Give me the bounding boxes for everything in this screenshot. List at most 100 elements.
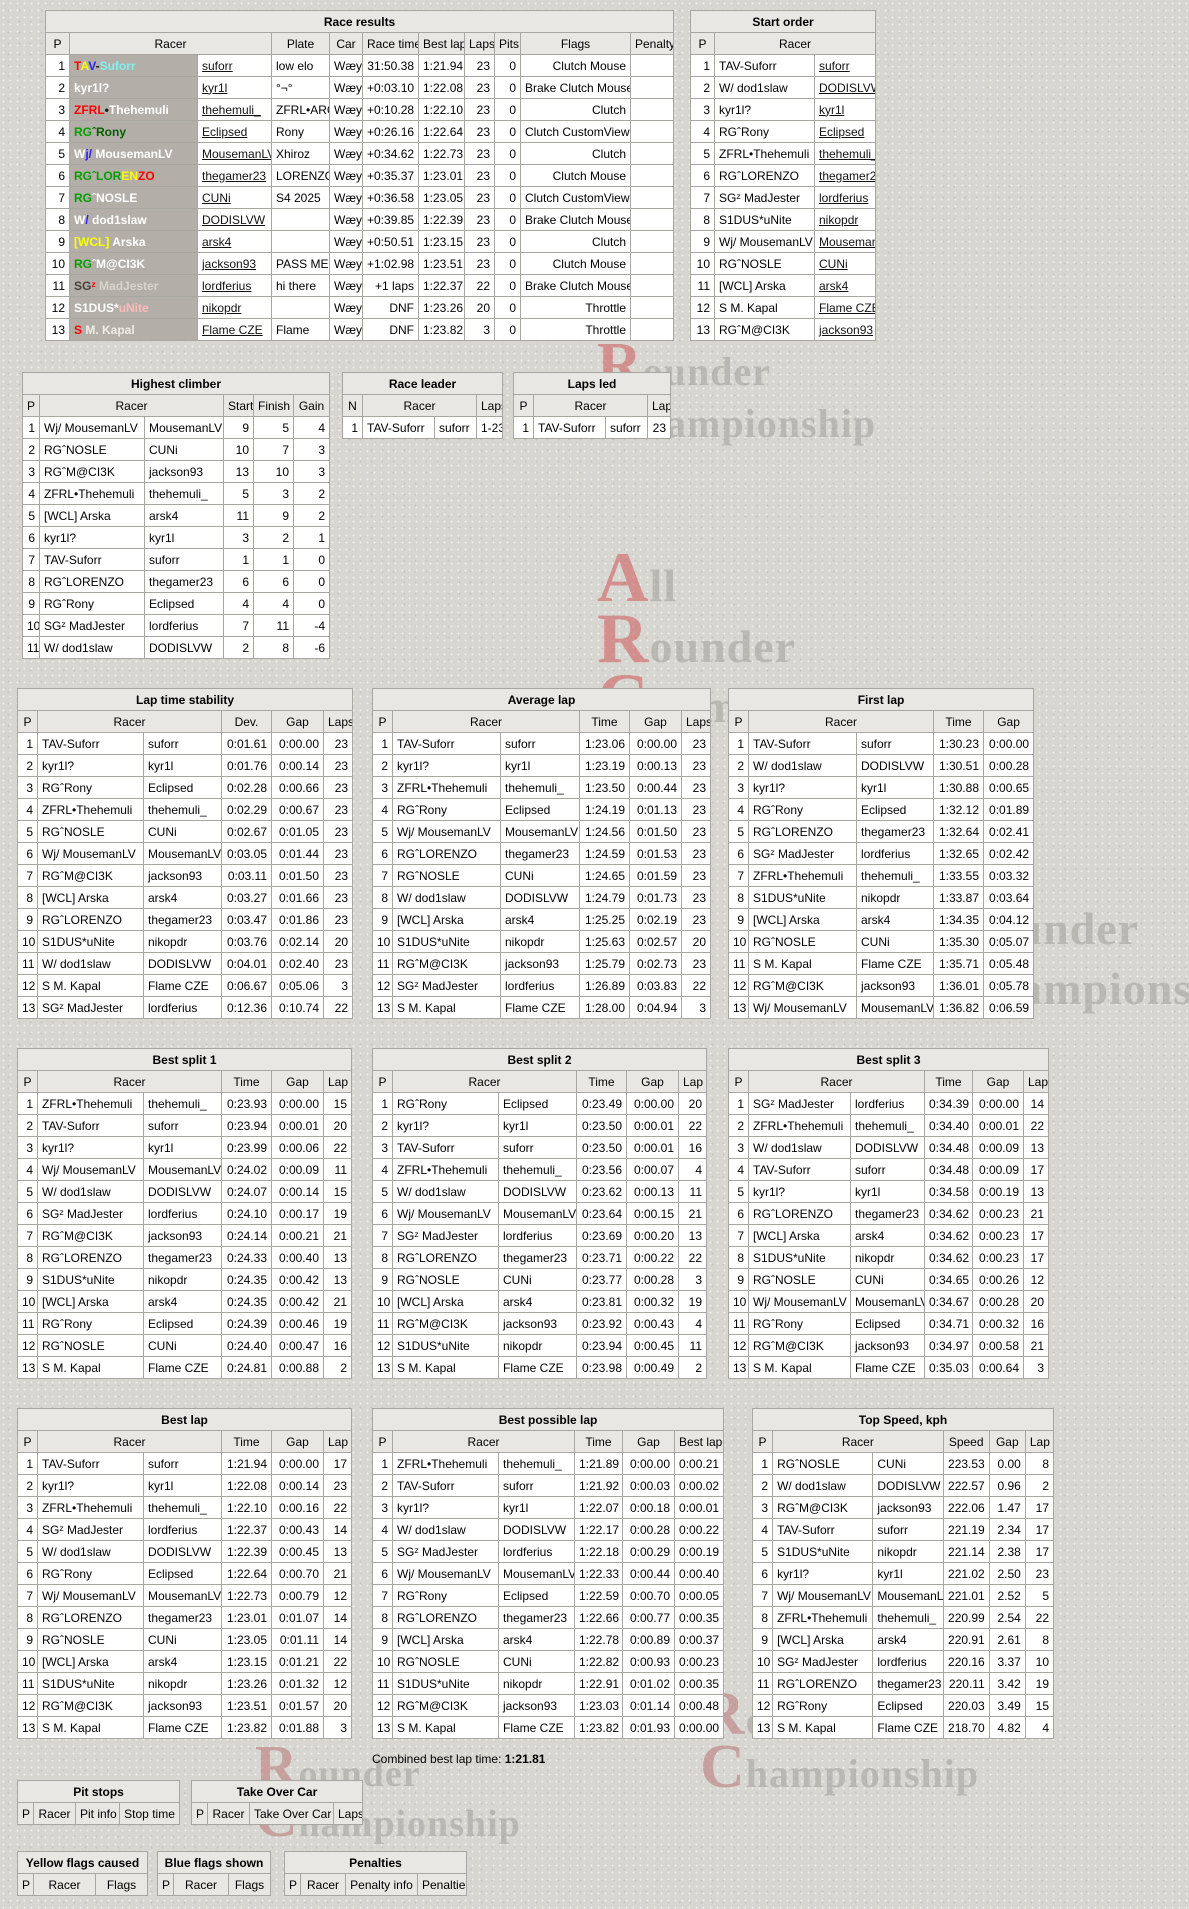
racer-name-segment: [WCL] <box>74 234 110 249</box>
racer-name: ZFRL•Thehemuli <box>714 142 815 165</box>
racer-link: nikopdr <box>143 930 222 953</box>
racer-link[interactable]: jackson93 <box>197 252 272 275</box>
laps: 23 <box>322 820 354 843</box>
racer-link[interactable]: suforr <box>197 54 272 77</box>
position: 13 <box>17 996 38 1019</box>
racer-link[interactable]: Eclipsed <box>814 120 876 143</box>
racer-link: thegamer23 <box>498 1606 575 1629</box>
gap: 0:01.53 <box>629 842 682 865</box>
gain: -4 <box>292 614 331 637</box>
first-lap-row: 9 [WCL] Arska arsk4 1:34.35 0:04.12 <box>728 908 1035 931</box>
gain: 3 <box>292 438 331 461</box>
time: 0:23.56 <box>576 1158 627 1181</box>
time: 1:30.23 <box>933 732 984 755</box>
racer-link: CUNi <box>144 438 224 461</box>
racer-link[interactable]: nikopdr <box>197 296 272 319</box>
racer-link: nikopdr <box>856 886 934 909</box>
racer-link[interactable]: suforr <box>814 54 876 77</box>
penalty <box>629 98 675 121</box>
position: 7 <box>372 864 393 887</box>
racer-link: arsk4 <box>500 908 580 931</box>
racer-name: Wj/ MousemanLV <box>392 1202 499 1225</box>
position: 11 <box>17 1672 38 1695</box>
best-lap-row: 10 [WCL] Arska arsk4 1:23.15 0:01.21 22 <box>17 1650 352 1673</box>
first-lap-row: 10 RGˆNOSLE CUNi 1:35.30 0:05.07 <box>728 930 1035 953</box>
racer-name-segment: RG <box>74 256 92 271</box>
pits: 0 <box>494 76 521 99</box>
lap: 22 <box>1024 1606 1055 1629</box>
racer-link[interactable]: lordferius <box>197 274 272 297</box>
table-title: Best split 2 <box>372 1048 707 1071</box>
racer-link[interactable]: thegamer23 <box>197 164 272 187</box>
highest-climber-row: 8 RGˆLORENZO thegamer23 6 6 0 <box>22 570 331 593</box>
lap: 22 <box>1023 1114 1049 1137</box>
gap: 2.50 <box>988 1562 1026 1585</box>
best-split-2-row: 8 RGˆLORENZO thegamer23 0:23.71 0:00.22 … <box>372 1246 707 1269</box>
racer-link[interactable]: Eclipsed <box>197 120 272 143</box>
col-header: Pit info <box>75 1802 120 1825</box>
racer-link[interactable]: MousemanLV <box>197 142 272 165</box>
lap: 5 <box>1024 1584 1055 1607</box>
racer-link[interactable]: DODISLVW <box>197 208 272 231</box>
racer-name: SGᶻ MadJester <box>39 614 145 637</box>
col-header: Gap <box>271 1070 324 1093</box>
racer-link: nikopdr <box>500 930 580 953</box>
racer-name: RGˆRony <box>714 120 815 143</box>
racer-name: S M. Kapal <box>748 1356 851 1379</box>
lap: 13 <box>1023 1136 1049 1159</box>
best-lap: 1:23.26 <box>418 296 465 319</box>
lap: 21 <box>1023 1202 1049 1225</box>
position: 7 <box>690 186 715 209</box>
racer-link[interactable]: Flame CZE <box>814 296 876 319</box>
combined-best-lap-note: Combined best lap time: 1:21.81 <box>372 1752 545 1766</box>
lap: 11 <box>323 1158 352 1181</box>
gap: 0:01.86 <box>271 908 324 931</box>
racer-link: kyr1l <box>498 1114 577 1137</box>
racer-link: thehemuli_ <box>143 1496 222 1519</box>
best-split-1-row: 10 [WCL] Arska arsk4 0:24.35 0:00.42 21 <box>17 1290 352 1313</box>
racer-link[interactable]: DODISLVW <box>814 76 876 99</box>
time: 1:30.88 <box>933 776 984 799</box>
racer-link[interactable]: jackson93 <box>814 318 876 341</box>
racer-link: DODISLVW <box>850 1136 925 1159</box>
racer-name-segment: MousemanLV <box>92 146 173 161</box>
position: 10 <box>372 1650 393 1673</box>
racer-link: CUNi <box>498 1268 577 1291</box>
racer-link[interactable]: arsk4 <box>197 230 272 253</box>
best-split-1-table: Best split 1 P Racer Time Gap Lap 1 ZFRL… <box>17 1048 352 1379</box>
racer-link[interactable]: kyr1l <box>197 76 272 99</box>
col-header: P <box>17 1802 34 1825</box>
racer-name-segment: V <box>88 58 96 73</box>
racer-link[interactable]: CUNi <box>197 186 272 209</box>
racer-link[interactable]: thehemuli_ <box>197 98 272 121</box>
racer-name: RGˆNOSLE <box>37 1628 144 1651</box>
best-split-3-row: 11 RGˆRony Eclipsed 0:34.71 0:00.32 16 <box>728 1312 1049 1335</box>
position: 9 <box>45 230 70 253</box>
racer-link[interactable]: MousemanLV <box>814 230 876 253</box>
racer-link: thegamer23 <box>143 1246 222 1269</box>
racer-link[interactable]: nikopdr <box>814 208 876 231</box>
racer-link[interactable]: thegamer23 <box>814 164 876 187</box>
race-result-row: 5 Wj/ MousemanLV MousemanLV Xhiroz Wæy +… <box>45 142 675 165</box>
gap: 0:00.28 <box>982 754 1035 777</box>
racer-link[interactable]: thehemuli_ <box>814 142 876 165</box>
racer-link: Eclipsed <box>850 1312 925 1335</box>
speed: 220.91 <box>942 1628 990 1651</box>
racer-name: W/ dod1slaw <box>748 1136 851 1159</box>
gap: 0:00.49 <box>626 1356 679 1379</box>
best-split-3-row: 13 S M. Kapal Flame CZE 0:35.03 0:00.64 … <box>728 1356 1049 1379</box>
racer-link[interactable]: CUNi <box>814 252 876 275</box>
time: 0:23.94 <box>576 1334 627 1357</box>
time: 1:35.71 <box>933 952 984 975</box>
laps: 20 <box>681 930 711 953</box>
racer-name: ZFRL•Thehemuli <box>392 1158 499 1181</box>
col-header: P <box>17 1873 34 1896</box>
best-lap: 1:22.39 <box>418 208 465 231</box>
racer-link[interactable]: kyr1l <box>814 98 876 121</box>
racer-link[interactable]: arsk4 <box>814 274 876 297</box>
position: 12 <box>728 1334 749 1357</box>
racer-link: Flame CZE <box>872 1716 944 1739</box>
racer-link[interactable]: lordferius <box>814 186 876 209</box>
racer-link[interactable]: Flame CZE <box>197 318 272 341</box>
